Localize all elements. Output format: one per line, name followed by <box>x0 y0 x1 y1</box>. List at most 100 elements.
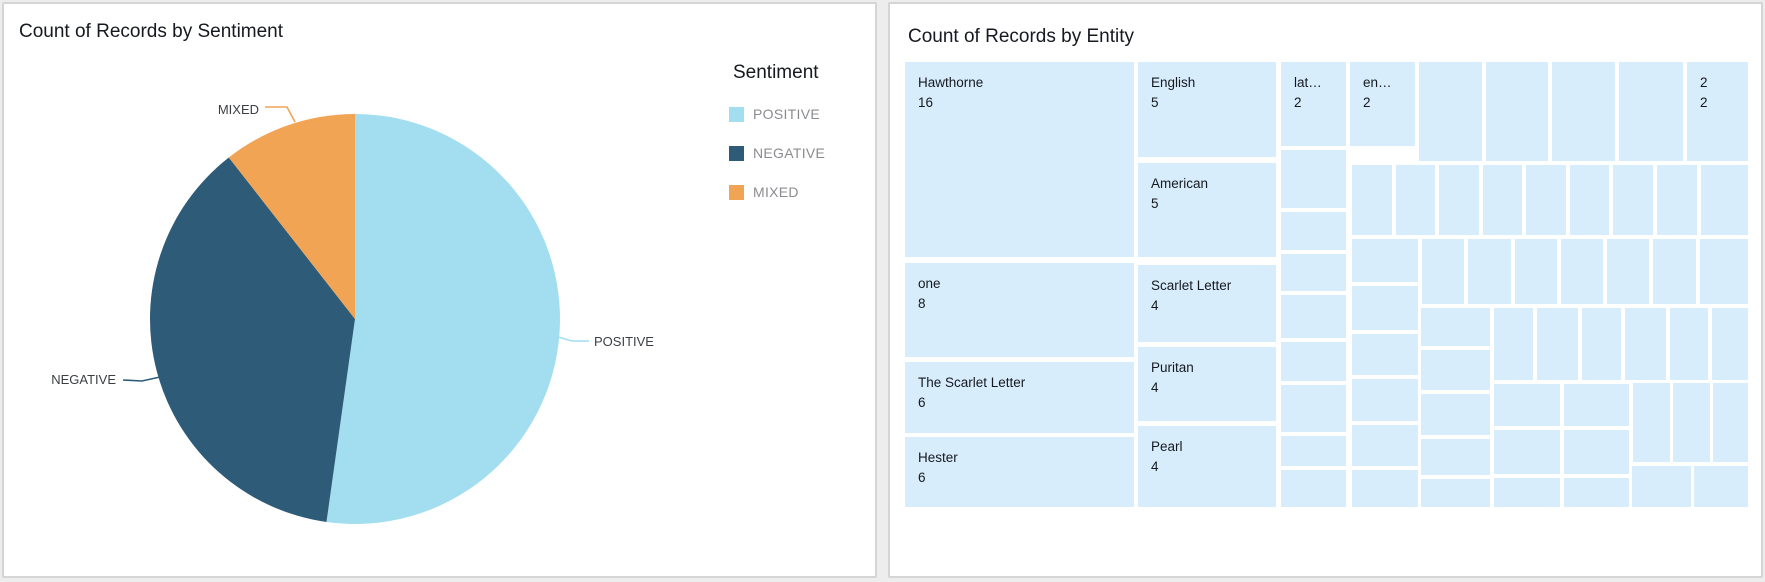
treemap-cell[interactable] <box>1570 165 1609 235</box>
treemap-cell[interactable] <box>1633 383 1670 462</box>
treemap-cell[interactable] <box>1439 165 1479 235</box>
legend-item-positive[interactable]: POSITIVE <box>729 106 869 122</box>
treemap-cell-lat-[interactable]: lat… 2 <box>1281 62 1346 146</box>
pie-slice-negative[interactable] <box>150 157 355 523</box>
treemap-cell[interactable] <box>1700 239 1748 304</box>
treemap-cell-the-scarlet-letter[interactable]: The Scarlet Letter 6 <box>905 362 1134 433</box>
treemap-cell-hawthorne[interactable]: Hawthorne 16 <box>905 62 1134 257</box>
treemap-cell[interactable] <box>1281 470 1346 507</box>
legend-label: NEGATIVE <box>753 145 826 161</box>
treemap-cell-label: Pearl 4 <box>1151 439 1183 474</box>
treemap-cell-label: one 8 <box>918 276 941 311</box>
treemap-cell[interactable] <box>1419 62 1482 161</box>
treemap-cell[interactable] <box>1625 308 1666 380</box>
treemap-cell[interactable] <box>1561 239 1603 304</box>
treemap-cell[interactable] <box>1281 150 1346 208</box>
treemap-cell[interactable] <box>1494 430 1560 474</box>
treemap-cell[interactable] <box>1281 342 1346 381</box>
legend-swatch-positive <box>729 106 744 122</box>
treemap-cell[interactable] <box>1564 384 1629 426</box>
treemap-cell[interactable] <box>1494 478 1560 507</box>
treemap-cell[interactable] <box>1613 165 1653 235</box>
treemap-cell[interactable] <box>1552 62 1615 161</box>
treemap-cell-label: Hawthorne 16 <box>918 75 984 110</box>
treemap-cell[interactable] <box>1653 239 1696 304</box>
treemap-cell[interactable] <box>1673 383 1710 462</box>
treemap-cell-label: The Scarlet Letter 6 <box>918 375 1026 410</box>
treemap-cell[interactable] <box>1421 439 1490 475</box>
pie-slice-mixed[interactable] <box>228 114 355 319</box>
treemap-cell[interactable] <box>1352 334 1418 375</box>
treemap-cell[interactable] <box>1526 165 1566 235</box>
treemap-cell[interactable] <box>1494 384 1560 426</box>
treemap-cell[interactable] <box>1352 286 1418 330</box>
treemap-cell[interactable] <box>1421 479 1490 507</box>
sentiment-legend: Sentiment POSITIVE NEGATIVE MIXED <box>729 62 869 223</box>
treemap-cell[interactable] <box>1421 394 1490 435</box>
treemap-cell-american[interactable]: American 5 <box>1138 163 1276 257</box>
treemap-cell[interactable] <box>1422 239 1464 304</box>
treemap-cell[interactable] <box>1281 212 1346 250</box>
treemap-cell[interactable] <box>1468 239 1511 304</box>
sentiment-chart-title: Count of Records by Sentiment <box>19 21 284 42</box>
treemap-cell[interactable] <box>1582 308 1621 380</box>
treemap-cell[interactable] <box>1352 239 1418 282</box>
sentiment-card: Count of Records by Sentiment MIXED NEGAT… <box>2 2 877 578</box>
treemap-cell[interactable] <box>1421 350 1490 390</box>
treemap-cell[interactable] <box>1494 308 1533 380</box>
treemap-cell[interactable] <box>1694 466 1748 507</box>
treemap-cell[interactable] <box>1281 295 1346 338</box>
pie-slice-positive[interactable] <box>326 113 561 524</box>
legend-item-negative[interactable]: NEGATIVE <box>729 145 869 161</box>
treemap-cell[interactable] <box>1564 478 1629 507</box>
treemap-cell-english[interactable]: English 5 <box>1138 62 1276 157</box>
treemap-cell[interactable] <box>1712 308 1748 380</box>
treemap-cell[interactable] <box>1657 165 1697 235</box>
sentiment-pie-chart: MIXED NEGATIVE POSITIVE <box>51 102 654 524</box>
treemap-cell[interactable] <box>1564 430 1629 474</box>
legend-label: MIXED <box>753 184 799 200</box>
treemap-cell[interactable] <box>1352 165 1392 235</box>
treemap-cell[interactable] <box>1352 470 1418 507</box>
treemap-cell[interactable] <box>1421 308 1490 346</box>
treemap-cell-hester[interactable]: Hester 6 <box>905 437 1134 507</box>
treemap-cell[interactable] <box>1281 436 1346 466</box>
entity-chart-title: Count of Records by Entity <box>908 26 1134 47</box>
callout-line-mixed <box>265 106 296 123</box>
treemap-cell[interactable] <box>1670 308 1708 380</box>
treemap-cell[interactable] <box>1713 383 1748 462</box>
treemap-cell-label: English 5 <box>1151 75 1196 110</box>
treemap-cell-label: lat… 2 <box>1294 75 1322 110</box>
legend-item-mixed[interactable]: MIXED <box>729 184 869 200</box>
treemap-cell[interactable] <box>1281 254 1346 291</box>
treemap-cell[interactable] <box>1396 165 1435 235</box>
treemap-cell[interactable] <box>1352 379 1418 421</box>
treemap-cell[interactable] <box>1515 239 1557 304</box>
treemap-cell[interactable] <box>1537 308 1578 380</box>
treemap-cell-one[interactable]: one 8 <box>905 263 1134 357</box>
callout-line-positive <box>554 335 589 342</box>
treemap-cell-label: American 5 <box>1151 176 1209 211</box>
treemap-cell[interactable] <box>1701 165 1748 235</box>
entity-treemap: Hawthorne 16 one 8 The Scarlet Letter 6 Hester… <box>905 62 1748 509</box>
legend-swatch-mixed <box>729 184 744 200</box>
treemap-cell-pearl[interactable]: Pearl 4 <box>1138 426 1276 507</box>
treemap-cell-en-[interactable]: en… 2 <box>1350 62 1415 146</box>
treemap-cell-scarlet-letter[interactable]: Scarlet Letter 4 <box>1138 265 1276 342</box>
treemap-cell[interactable] <box>1486 62 1548 161</box>
treemap-cell[interactable] <box>1632 466 1691 507</box>
legend-title: Sentiment <box>733 62 819 83</box>
treemap-cell[interactable] <box>1619 62 1683 161</box>
treemap-cell-label: Hester 6 <box>918 450 958 485</box>
treemap-cell[interactable] <box>1281 385 1346 432</box>
treemap-cell-label: Scarlet Letter 4 <box>1151 278 1232 313</box>
treemap-cell[interactable] <box>1483 165 1522 235</box>
treemap-cell[interactable] <box>1352 425 1418 466</box>
pie-label-mixed: MIXED <box>218 102 259 117</box>
treemap-cell[interactable] <box>1607 239 1649 304</box>
legend-label: POSITIVE <box>753 106 820 122</box>
treemap-cell-puritan[interactable]: Puritan 4 <box>1138 347 1276 421</box>
treemap-cell-label: en… 2 <box>1363 75 1392 110</box>
